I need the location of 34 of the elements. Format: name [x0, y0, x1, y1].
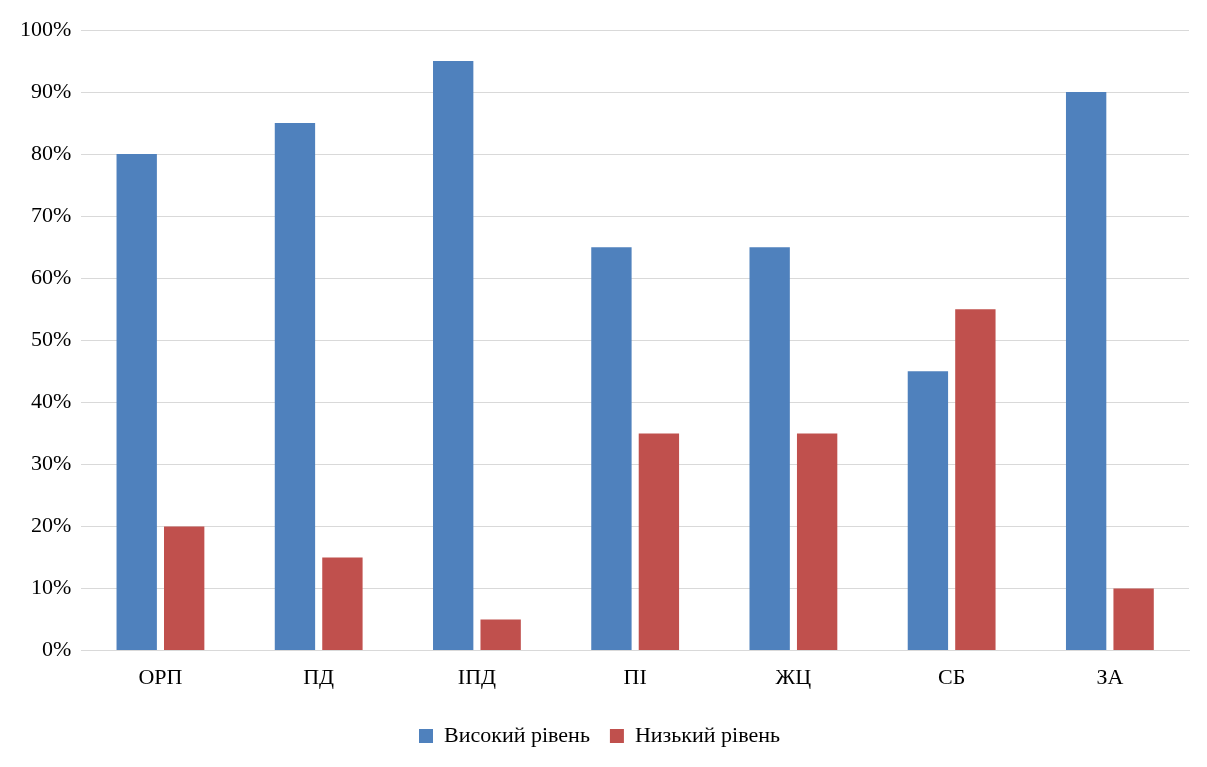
bar [591, 247, 632, 651]
y-tick-label: 50% [31, 326, 72, 352]
y-tick-label: 0% [42, 636, 72, 662]
legend-label: Низький рівень [634, 721, 780, 747]
x-tick-label: ПІ [623, 663, 647, 689]
y-tick-label: 60% [31, 264, 72, 290]
y-tick-label: 10% [31, 574, 72, 600]
bar [433, 61, 474, 651]
x-tick-label: СБ [937, 663, 966, 689]
y-tick-label: 80% [31, 139, 72, 165]
bar [274, 123, 316, 651]
y-tick-label: 40% [31, 388, 72, 414]
x-tick-label: ОРП [138, 663, 183, 689]
x-tick-label: ПД [303, 663, 335, 689]
bar [907, 371, 949, 651]
bar [638, 433, 680, 651]
y-tick-label: 20% [31, 512, 72, 538]
bar [116, 154, 157, 651]
bar [796, 433, 838, 651]
bar [480, 619, 521, 651]
bar [1065, 92, 1107, 651]
y-tick-label: 70% [31, 201, 72, 227]
x-tick-label: ЗА [1096, 663, 1124, 689]
legend-label: Високий рівень [444, 721, 590, 747]
y-tick-label: 100% [20, 15, 72, 41]
bar [955, 309, 996, 651]
x-tick-label: ЖЦ [775, 663, 812, 689]
y-tick-label: 90% [31, 77, 72, 103]
x-tick-label: ІПД [457, 663, 497, 689]
bar [322, 557, 363, 651]
bar [749, 247, 790, 651]
y-tick-label: 30% [31, 450, 72, 476]
bar [164, 526, 205, 651]
bar [1113, 588, 1154, 651]
